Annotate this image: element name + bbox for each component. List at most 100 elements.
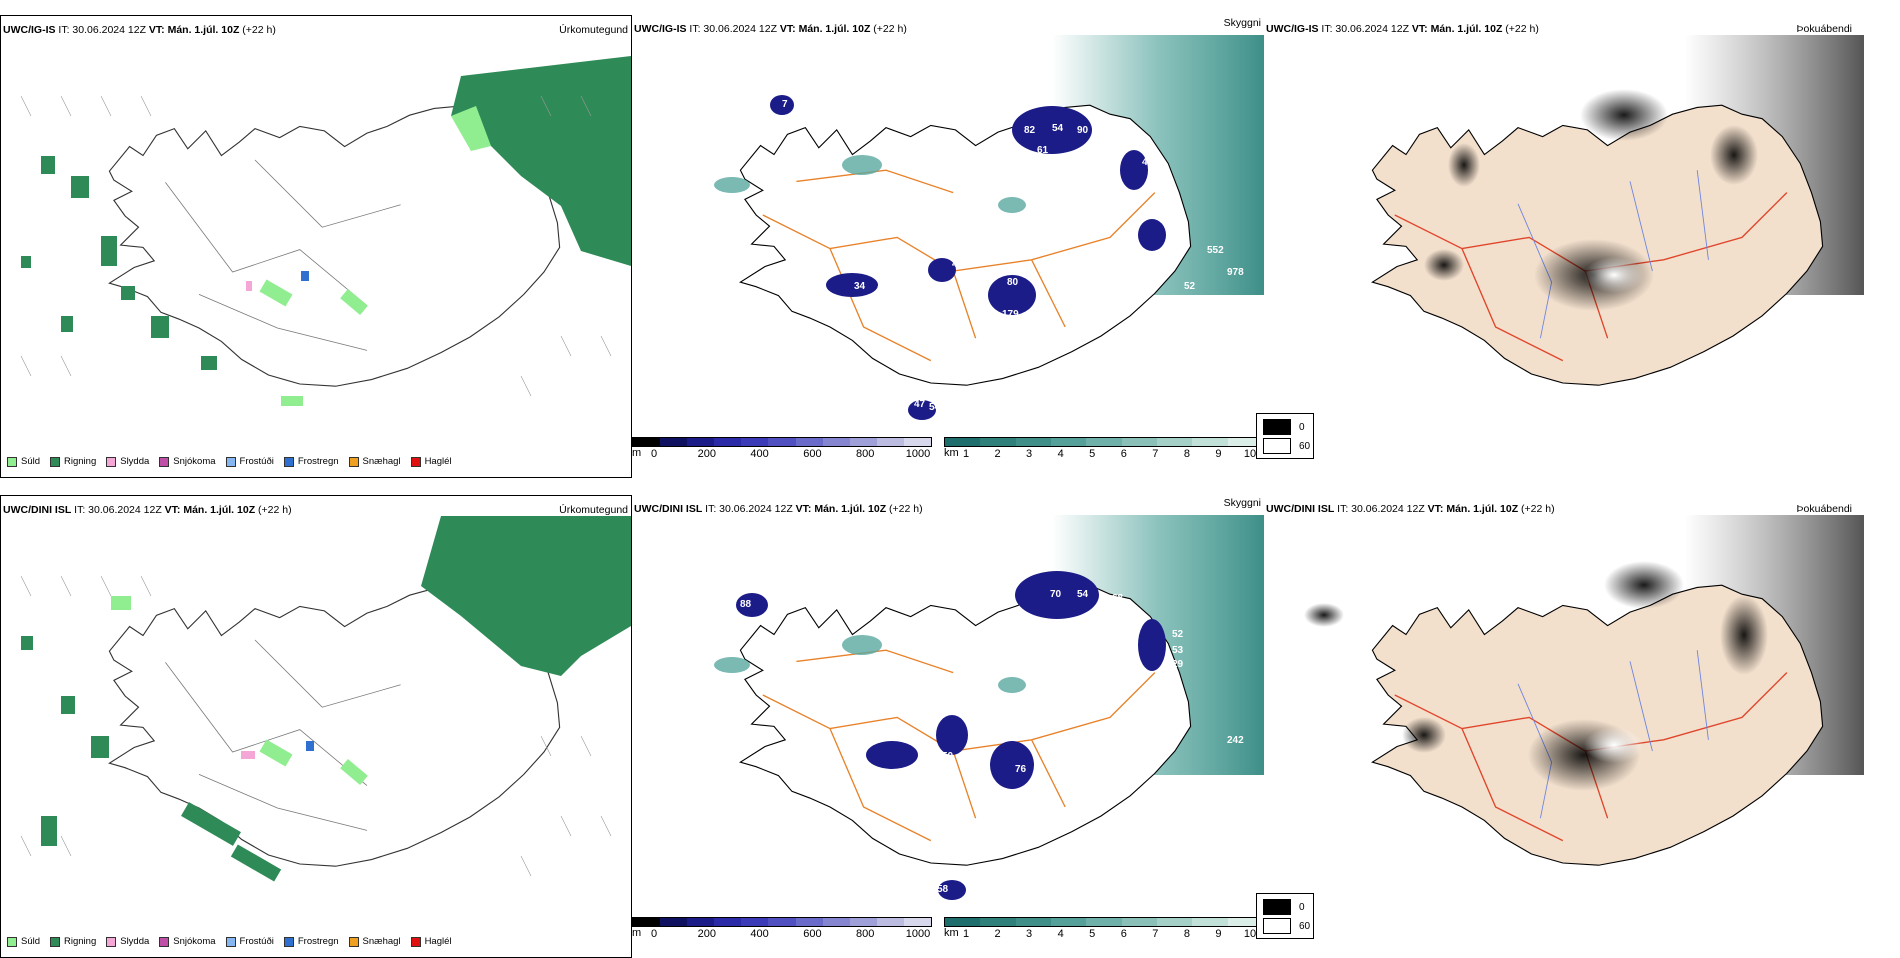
legend-swatch — [159, 936, 170, 947]
colorbar-cell — [903, 918, 932, 926]
panel-title: Skyggni — [1223, 17, 1261, 29]
colorbar-tick: 1 — [962, 928, 970, 940]
colorbar-cell — [687, 438, 715, 446]
fog-legend: 0 60 — [1256, 893, 1314, 939]
low-vis-cells — [770, 95, 1166, 420]
legend-item: Haglél — [410, 936, 452, 947]
visibility-label: 978 — [1227, 267, 1244, 278]
visibility-label: 242 — [1227, 735, 1244, 746]
colorbar-cell — [660, 918, 688, 926]
colorbar-tick: 4 — [1057, 928, 1064, 940]
visibility-label: 40 — [876, 769, 888, 780]
colorbar-tick: 10 — [1243, 928, 1257, 940]
fog-map — [1264, 35, 1896, 435]
legend-label: Frostregn — [297, 936, 339, 947]
colorbar-cell — [741, 438, 769, 446]
visibility-label: 70 — [1050, 589, 1062, 600]
precip-legend: Súld Rigning Slydda Snjókoma Frostúði Frostre… — [7, 936, 452, 947]
wind-barbs — [20, 95, 612, 397]
rain-area — [451, 56, 631, 266]
precip-type-panel-row2: UWC/DINI ISL IT: 30.06.2024 12Z VT: Mán.… — [0, 495, 632, 958]
colorbar-cell — [660, 438, 688, 446]
legend-item: Rigning — [50, 456, 96, 467]
panel-title: Þokuábendi — [1796, 23, 1852, 35]
legend-item: Súld — [7, 456, 40, 467]
legend-swatch — [410, 456, 421, 467]
legend-label: Rigning — [64, 936, 97, 947]
legend-label: Snjókoma — [173, 936, 216, 947]
visibility-km-colorbar: 1 2 3 4 5 6 7 8 9 10 km — [944, 917, 1264, 941]
legend-label: Slydda — [120, 456, 150, 467]
visibility-label: 50 — [942, 751, 954, 762]
colorbar-cell — [1015, 438, 1051, 446]
colorbar-cell — [1050, 918, 1087, 926]
visibility-label: 3 — [740, 585, 746, 596]
legend-swatch — [7, 456, 17, 467]
colorbar-cell — [980, 438, 1016, 446]
legend-item: Frostúði — [225, 936, 274, 947]
colorbar-cell — [795, 918, 823, 926]
visibility-label: 59 — [877, 285, 889, 296]
colorbar-cell — [714, 438, 742, 446]
visibility-label: 39 — [1157, 177, 1169, 188]
colorbar-cell — [945, 918, 981, 926]
visibility-label: 52 — [1184, 281, 1196, 292]
visibility-label: 52 — [1167, 212, 1179, 223]
legend-item: Slydda — [106, 456, 149, 467]
visibility-label: 68 — [929, 281, 941, 292]
colorbar-cell — [903, 438, 932, 446]
visibility-labels: 3 88 70 54 68 41 52 53 29 11 40 50 76 10 242 8 58 58 — [740, 585, 1244, 895]
colorbar-cell — [768, 438, 796, 446]
legend-label: Snjókoma — [173, 456, 216, 467]
visibility-panel-row2: UWC/DINI ISL IT: 30.06.2024 12Z VT: Mán.… — [632, 495, 1264, 958]
colorbar-tick: 4 — [1057, 448, 1064, 460]
visibility-label: 29 — [1172, 659, 1184, 670]
legend-swatch — [348, 936, 359, 947]
visibility-label: 76 — [1015, 764, 1027, 775]
colorbar-tick: 5 — [1089, 928, 1096, 940]
colorbar-cell — [1192, 918, 1228, 926]
legend-label: Frostúði — [239, 936, 274, 947]
legend-swatch — [225, 456, 236, 467]
colorbar-cell — [714, 918, 742, 926]
fog-legend: 0 60 — [1256, 413, 1314, 459]
panel-header: UWC/DINI ISL IT: 30.06.2024 12Z VT: Mán.… — [3, 504, 292, 516]
legend-label: Rigning — [64, 456, 97, 467]
visibility-label: 80 — [1007, 277, 1019, 288]
fog-panel-row2: UWC/DINI ISL IT: 30.06.2024 12Z VT: Mán.… — [1256, 495, 1896, 958]
colorbar-cell — [1227, 438, 1263, 446]
legend-label: Haglél — [424, 456, 452, 467]
legend-item: Frostregn — [283, 456, 339, 467]
drizzle-cells — [259, 279, 368, 406]
colorbar-cell — [1015, 918, 1051, 926]
panel-header: UWC/IG-IS IT: 30.06.2024 12Z VT: Mán. 1.… — [634, 23, 907, 35]
visibility-label: 54 — [929, 402, 941, 413]
panel-title: Úrkomutegund — [559, 24, 628, 36]
visibility-label: 552 — [1207, 245, 1224, 256]
legend-label: Súld — [21, 936, 41, 947]
visibility-label: 52 — [1172, 629, 1184, 640]
legend-swatch — [50, 456, 61, 467]
visibility-label: 179 — [1002, 309, 1019, 320]
colorbar-tick: 200 — [697, 928, 716, 940]
precip-type-panel-row1: UWC/IG-IS IT: 30.06.2024 12Z VT: Mán. 1.… — [0, 15, 632, 478]
colorbar-tick: 1 — [962, 448, 970, 460]
visibility-m-colorbar: 0 200 400 600 800 1000 m — [632, 437, 932, 461]
colorbar-cell — [822, 918, 850, 926]
visibility-label: 58 — [937, 884, 949, 895]
visibility-label: 5 — [1140, 189, 1146, 200]
legend-item: Súld — [7, 936, 40, 947]
visibility-label: 41 — [1142, 157, 1154, 168]
visibility-label: 34 — [854, 281, 866, 292]
drizzle-cells — [111, 596, 368, 785]
colorbar-cell — [633, 438, 661, 446]
legend-item: Frostúði — [225, 456, 274, 467]
rain-area — [421, 516, 631, 676]
legend-swatch — [106, 456, 117, 467]
colorbar-tick: 800 — [856, 928, 875, 940]
panel-header: UWC/DINI ISL IT: 30.06.2024 12Z VT: Mán.… — [1266, 503, 1555, 515]
fog-panel-row1: UWC/IG-IS IT: 30.06.2024 12Z VT: Mán. 1.… — [1256, 15, 1896, 478]
visibility-label: 7 — [782, 99, 788, 110]
colorbar-cell — [1121, 918, 1157, 926]
